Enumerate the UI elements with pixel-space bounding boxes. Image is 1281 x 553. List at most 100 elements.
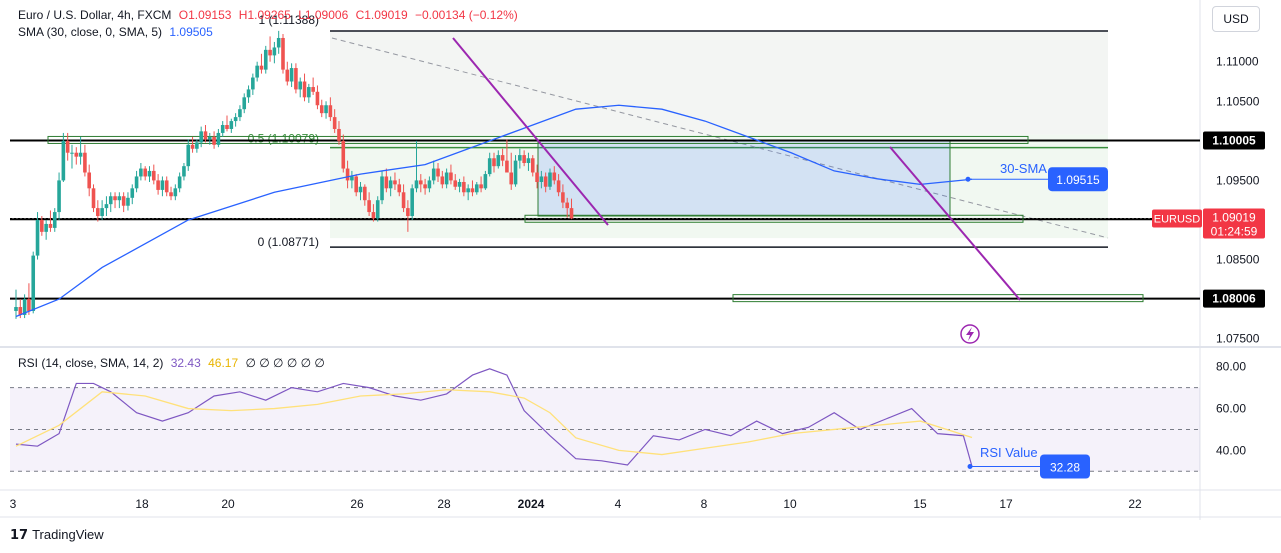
candle-body bbox=[255, 65, 259, 78]
candle-body bbox=[134, 176, 139, 189]
candle-body bbox=[526, 158, 531, 164]
time-axis-tick: 20 bbox=[221, 497, 235, 511]
candle-body bbox=[203, 131, 208, 140]
candle-body bbox=[212, 136, 216, 145]
candle-body bbox=[186, 144, 191, 167]
candle-body bbox=[126, 197, 130, 206]
candle-body bbox=[139, 168, 143, 177]
candle-body bbox=[143, 168, 147, 177]
candle-body bbox=[384, 176, 389, 189]
candle-body bbox=[565, 202, 570, 209]
time-axis-tick: 8 bbox=[701, 497, 708, 511]
candle-body bbox=[78, 152, 83, 157]
candle-body bbox=[561, 192, 565, 203]
candle-body bbox=[147, 170, 152, 177]
rsi-axis-tick: 80.00 bbox=[1216, 360, 1246, 374]
time-axis-tick: 4 bbox=[615, 497, 622, 511]
candle-body bbox=[220, 125, 225, 133]
candle-body bbox=[87, 172, 92, 189]
candle-body bbox=[160, 180, 165, 190]
candle-body bbox=[518, 155, 522, 161]
time-axis-tick: 22 bbox=[1128, 497, 1142, 511]
candle-body bbox=[315, 91, 320, 106]
candle-body bbox=[100, 208, 104, 217]
sma-annotation-label: 30-SMA bbox=[1000, 161, 1047, 176]
candle-body bbox=[337, 128, 341, 141]
candle-body bbox=[91, 188, 96, 209]
price-axis-tick: 1.08500 bbox=[1216, 253, 1260, 267]
candle-body bbox=[500, 155, 505, 161]
candle-body bbox=[281, 37, 285, 70]
sma-line bbox=[15, 104, 973, 318]
candle-body bbox=[388, 180, 393, 189]
candle-body bbox=[156, 180, 160, 190]
candle-body bbox=[52, 212, 57, 228]
candle-body bbox=[397, 184, 402, 193]
price-axis-tick: 1.07500 bbox=[1216, 332, 1260, 346]
candle-body bbox=[104, 204, 109, 209]
candle-body bbox=[169, 192, 173, 197]
currency-button[interactable]: USD bbox=[1212, 6, 1260, 32]
candle-body bbox=[354, 176, 358, 193]
candle-body bbox=[74, 152, 79, 157]
price-axis-tick: 1.09500 bbox=[1216, 173, 1260, 187]
candle-body bbox=[367, 200, 371, 213]
candle-body bbox=[27, 299, 31, 311]
candle-body bbox=[246, 89, 251, 98]
candle-body bbox=[190, 144, 195, 149]
candle-body bbox=[207, 136, 212, 140]
candle-body bbox=[457, 181, 462, 187]
downtrend-line bbox=[889, 146, 1021, 301]
candle-body bbox=[371, 212, 376, 219]
symbol-label: EURUSD bbox=[1154, 213, 1201, 225]
rsi-axis-tick: 40.00 bbox=[1216, 443, 1246, 457]
candle-body bbox=[294, 68, 298, 90]
candle-body bbox=[182, 166, 186, 177]
current-price-box bbox=[1203, 208, 1265, 239]
candle-body bbox=[427, 180, 432, 189]
price-level-label-box bbox=[1203, 289, 1265, 308]
time-axis-tick: 28 bbox=[437, 497, 451, 511]
candle-body bbox=[199, 131, 203, 143]
candle-body bbox=[22, 299, 27, 315]
candle-body bbox=[453, 180, 458, 187]
candle-body bbox=[216, 132, 221, 145]
candle-body bbox=[268, 49, 272, 56]
candle-body bbox=[117, 196, 122, 201]
candle-body bbox=[173, 188, 178, 197]
time-axis-tick: 15 bbox=[913, 497, 927, 511]
candle-body bbox=[96, 208, 100, 217]
candle-body bbox=[83, 152, 87, 173]
rsi-ma-line bbox=[15, 389, 973, 456]
resistance-zone-box bbox=[47, 135, 1029, 144]
candle-body bbox=[345, 168, 350, 181]
lightning-icon bbox=[960, 324, 980, 344]
candle-body bbox=[276, 37, 281, 48]
candle-body bbox=[307, 87, 311, 98]
candle-body bbox=[328, 105, 333, 118]
candle-body bbox=[401, 192, 406, 209]
price-level-label: 1.10005 bbox=[1212, 133, 1256, 147]
candle-body bbox=[406, 208, 410, 217]
candle-body bbox=[410, 188, 414, 217]
candle-body bbox=[35, 219, 40, 256]
support-zone-box bbox=[524, 214, 1024, 223]
candle-body bbox=[474, 184, 479, 193]
price-level-label: 1.08006 bbox=[1212, 292, 1256, 306]
candle-body bbox=[496, 155, 501, 167]
fib-trendline bbox=[331, 37, 1109, 239]
candle-body bbox=[164, 180, 169, 193]
fib-level-label: 1 (1.11388) bbox=[259, 13, 320, 27]
candle-body bbox=[543, 176, 548, 187]
candle-body bbox=[57, 180, 61, 213]
candle-body bbox=[466, 188, 470, 193]
candle-body bbox=[311, 87, 315, 92]
candle-body bbox=[509, 172, 514, 185]
candle-body bbox=[272, 47, 277, 56]
time-axis-tick: 2024 bbox=[518, 497, 545, 511]
candle-body bbox=[375, 200, 380, 219]
price-axis-tick: 1.10500 bbox=[1216, 94, 1260, 108]
candle-body bbox=[14, 307, 18, 311]
time-axis-tick: 26 bbox=[350, 497, 364, 511]
